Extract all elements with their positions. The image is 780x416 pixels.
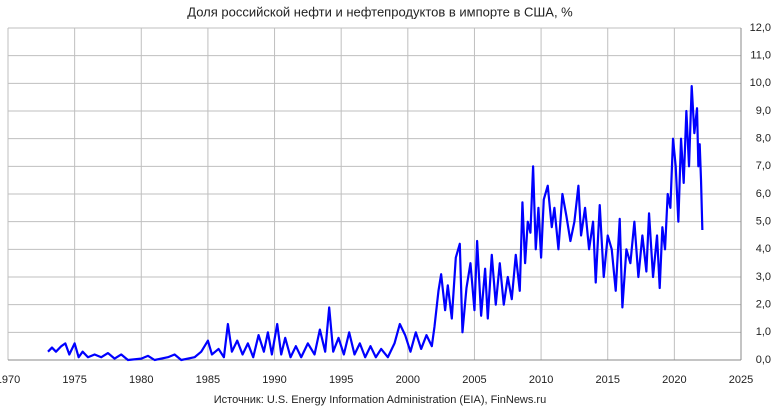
y-tick-label: 8,0 bbox=[756, 133, 771, 145]
x-tick-label: 2000 bbox=[396, 374, 420, 386]
y-tick-label: 6,0 bbox=[756, 188, 771, 200]
data-line bbox=[47, 85, 704, 362]
y-tick-label: 11,0 bbox=[750, 50, 771, 62]
y-tick-label: 10,0 bbox=[750, 77, 771, 89]
x-tick-label: 1975 bbox=[62, 374, 86, 386]
y-tick-label: 5,0 bbox=[756, 216, 771, 228]
x-tick-label: 2020 bbox=[662, 374, 686, 386]
y-tick-label: 9,0 bbox=[756, 105, 771, 117]
y-tick-label: 4,0 bbox=[756, 243, 771, 255]
y-tick-label: 7,0 bbox=[756, 160, 771, 172]
y-tick-label: 0,0 bbox=[756, 354, 771, 366]
y-tick-label: 12,0 bbox=[750, 22, 771, 34]
y-tick-label: 1,0 bbox=[756, 326, 771, 338]
x-tick-label: 2005 bbox=[462, 374, 486, 386]
y-tick-label: 3,0 bbox=[756, 271, 771, 283]
x-tick-label: 1970 bbox=[0, 374, 20, 386]
x-tick-label: 2025 bbox=[729, 374, 753, 386]
x-tick-label: 2010 bbox=[529, 374, 553, 386]
chart-title: Доля российской нефти и нефтепродуктов в… bbox=[187, 4, 573, 19]
x-tick-label: 2015 bbox=[595, 374, 619, 386]
x-tick-label: 1980 bbox=[129, 374, 153, 386]
y-tick-label: 2,0 bbox=[756, 299, 771, 311]
source-note: Источник: U.S. Energy Information Admini… bbox=[214, 394, 546, 406]
x-tick-label: 1990 bbox=[262, 374, 286, 386]
x-tick-label: 1985 bbox=[196, 374, 220, 386]
x-tick-label: 1995 bbox=[329, 374, 353, 386]
